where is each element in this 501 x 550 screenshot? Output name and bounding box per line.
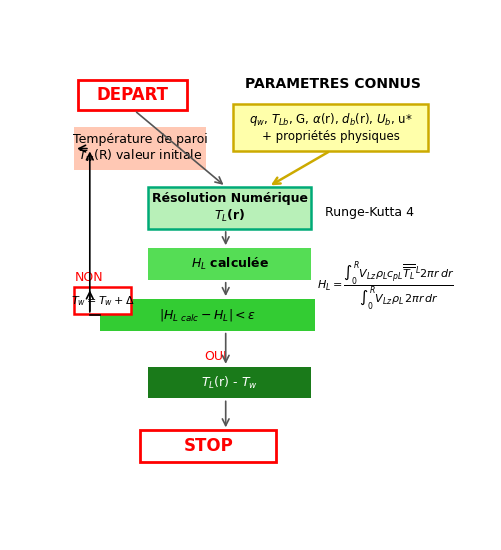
Text: DEPART: DEPART xyxy=(97,86,168,104)
FancyBboxPatch shape xyxy=(74,128,206,170)
Text: Runge-Kutta 4: Runge-Kutta 4 xyxy=(325,206,414,218)
FancyBboxPatch shape xyxy=(233,104,427,151)
Text: $H_L = \dfrac{\int_0^R V_{Lz}\rho_L c_{pL} \overline{\overline{T_L}}^{\,L} 2\pi : $H_L = \dfrac{\int_0^R V_{Lz}\rho_L c_{p… xyxy=(317,260,454,313)
Text: OUI: OUI xyxy=(205,350,227,362)
Text: NON: NON xyxy=(74,271,103,284)
Text: STOP: STOP xyxy=(183,437,233,455)
FancyBboxPatch shape xyxy=(140,430,276,462)
FancyBboxPatch shape xyxy=(148,186,311,229)
Text: Température de paroi
$T_w$(R) valeur initiale: Température de paroi $T_w$(R) valeur ini… xyxy=(73,133,207,164)
Text: $q_w$, $T_{Lb}$, G, $\alpha$(r), $d_b$(r), $U_b$, u*
+ propriétés physiques: $q_w$, $T_{Lb}$, G, $\alpha$(r), $d_b$(r… xyxy=(248,112,412,144)
FancyBboxPatch shape xyxy=(78,80,187,111)
Text: $T_w=T_w+\Delta$: $T_w=T_w+\Delta$ xyxy=(71,294,134,307)
Text: Résolution Numérique
$T_L$(r): Résolution Numérique $T_L$(r) xyxy=(152,192,308,224)
FancyBboxPatch shape xyxy=(100,299,315,331)
Text: PARAMETRES CONNUS: PARAMETRES CONNUS xyxy=(244,77,420,91)
Text: $T_L$(r) - $T_w$: $T_L$(r) - $T_w$ xyxy=(201,375,258,390)
Text: $|H_{L\ calc} - H_L|<\varepsilon$: $|H_{L\ calc} - H_L|<\varepsilon$ xyxy=(159,307,256,323)
FancyBboxPatch shape xyxy=(148,367,311,398)
Text: $H_L$ calculée: $H_L$ calculée xyxy=(190,256,269,272)
FancyBboxPatch shape xyxy=(74,288,131,314)
FancyBboxPatch shape xyxy=(148,248,311,280)
